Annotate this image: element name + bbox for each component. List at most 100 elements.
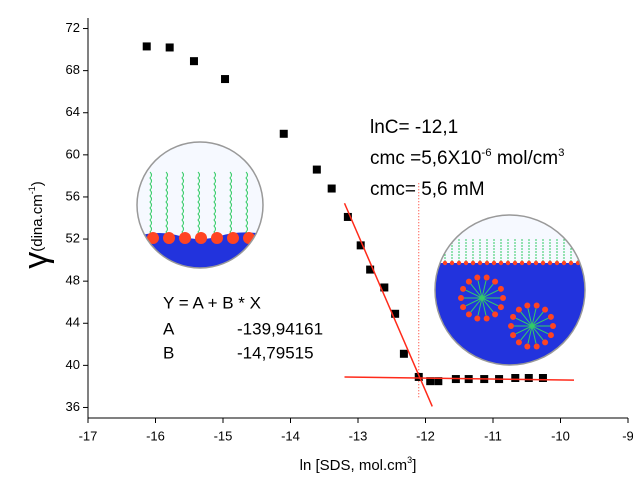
head	[179, 232, 191, 244]
tail	[197, 171, 200, 237]
x-tick-label: -16	[146, 428, 165, 443]
head	[568, 260, 574, 266]
head	[510, 313, 517, 320]
tail	[165, 171, 168, 237]
x-tick-label: -9	[622, 428, 633, 443]
x-tick-label: -12	[416, 428, 435, 443]
point	[524, 374, 533, 382]
head	[512, 260, 518, 266]
y-tick-label: 44	[66, 315, 80, 330]
superscript: 3	[558, 147, 564, 159]
x-tick-label: -17	[79, 428, 98, 443]
tail	[531, 317, 549, 327]
illustration-right	[435, 215, 585, 365]
head	[463, 260, 469, 266]
head	[542, 306, 549, 313]
x-tick-label: -10	[551, 428, 570, 443]
y-tick-label: 40	[66, 357, 80, 372]
point	[366, 265, 375, 274]
tail	[481, 297, 487, 316]
y-tick-label: 56	[66, 188, 80, 203]
head	[498, 260, 504, 266]
superscript: 3	[407, 455, 412, 465]
fit-param-value: -139,94161	[237, 319, 323, 338]
point	[142, 42, 151, 51]
point	[434, 377, 443, 386]
tail	[229, 171, 232, 237]
y-tick-label: 52	[66, 230, 80, 245]
head	[483, 315, 490, 322]
point	[391, 309, 400, 318]
head	[547, 332, 554, 339]
x-tick-label: -11	[484, 428, 502, 443]
tail	[481, 297, 494, 313]
tail	[531, 325, 549, 335]
head	[524, 343, 531, 350]
head	[442, 260, 448, 266]
tail	[470, 283, 483, 299]
head	[460, 304, 467, 311]
head	[524, 302, 531, 309]
head	[470, 260, 476, 266]
tail	[515, 317, 533, 327]
point	[426, 377, 435, 386]
head	[542, 339, 549, 346]
head	[449, 260, 455, 266]
y-tick-label: 64	[66, 104, 80, 119]
head	[497, 285, 504, 292]
head	[515, 339, 522, 346]
fit-equation: Y = A + B * X	[163, 293, 261, 312]
point	[343, 212, 352, 221]
illustrations	[136, 141, 586, 366]
point	[312, 165, 321, 174]
tail	[531, 311, 544, 327]
tail	[481, 283, 494, 299]
tail	[481, 289, 499, 299]
head	[515, 306, 522, 313]
text-part: mol/cm	[492, 148, 559, 169]
head	[465, 278, 472, 285]
head	[508, 323, 514, 329]
head	[550, 323, 556, 329]
x-tick-label: -15	[214, 428, 233, 443]
y-axis-label: γ(dina.cm-1)	[17, 181, 55, 269]
tail	[477, 280, 483, 299]
y-axis-symbol: γ	[17, 252, 55, 269]
head	[533, 260, 539, 266]
water	[435, 263, 585, 365]
head	[460, 285, 467, 292]
text-part: lnC= -12,1	[370, 117, 458, 138]
tail	[515, 325, 533, 335]
point	[511, 374, 520, 382]
tail	[527, 325, 533, 344]
head	[458, 295, 464, 301]
point	[538, 374, 547, 382]
annotation: cmc =5,6X10-6 mol/cm3	[370, 147, 564, 169]
head	[474, 315, 481, 322]
x-tick-label: -14	[281, 428, 300, 443]
tail	[477, 297, 483, 316]
point	[189, 57, 198, 66]
x-tick-label: -13	[349, 428, 368, 443]
tail	[520, 325, 533, 341]
head	[474, 274, 481, 281]
head	[561, 260, 567, 266]
superscript: -6	[481, 147, 491, 159]
tail	[527, 308, 533, 327]
text-part: )	[29, 181, 46, 186]
head	[505, 260, 511, 266]
tail	[481, 280, 487, 299]
head	[510, 332, 517, 339]
tail	[520, 311, 533, 327]
point	[279, 129, 288, 138]
circle-outline	[434, 214, 586, 366]
fit-param-name: B	[163, 343, 174, 362]
tail	[181, 171, 184, 237]
point	[356, 241, 365, 250]
head	[547, 313, 554, 320]
fit-param-name: A	[163, 319, 175, 338]
annotation: lnC= -12,1	[370, 117, 458, 138]
head	[477, 260, 483, 266]
head	[163, 232, 175, 244]
